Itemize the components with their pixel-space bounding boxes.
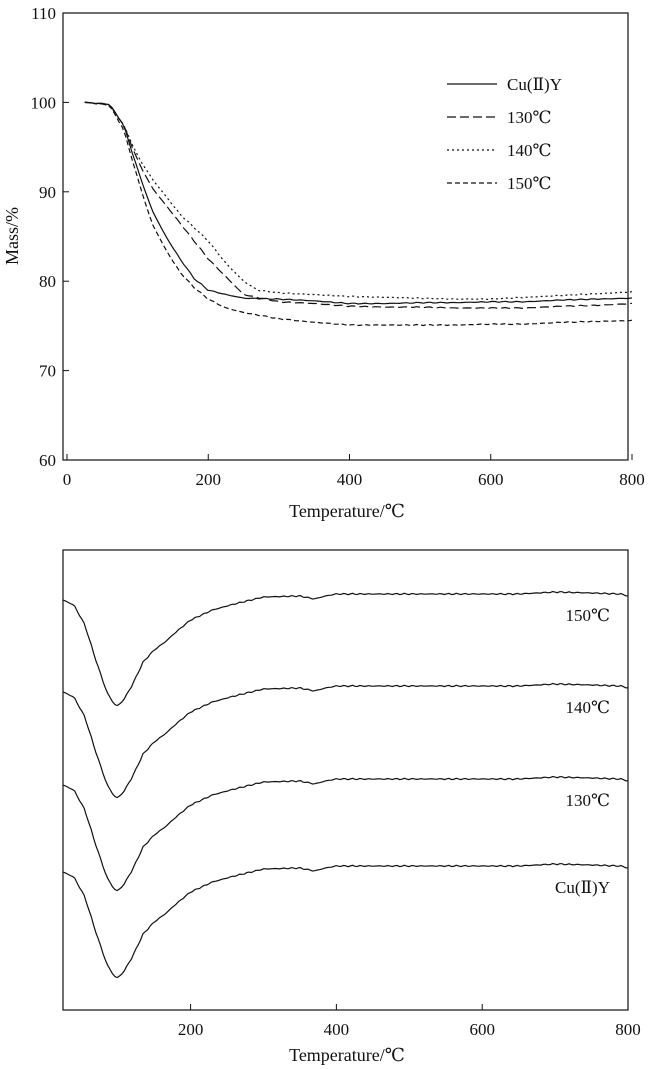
dtg-series-line (62, 775, 629, 892)
tga-series-line (84, 101, 633, 305)
tga-series-line (84, 101, 633, 301)
dtg-series-line (62, 590, 629, 707)
tga-legend-label: 150℃ (507, 174, 552, 193)
tga-x-tick-label: 0 (63, 470, 72, 489)
dtg-chart: 200 400 600 800 150℃ 140℃ 130℃ Cu(Ⅱ)Y Temperat… (62, 549, 641, 1065)
dtg-curve-label: 140℃ (565, 698, 610, 717)
tga-x-tick-label: 600 (478, 470, 504, 489)
tga-y-axis-label: Mass/% (2, 207, 22, 265)
tga-chart: 0 200 400 600 800 60 70 80 90 100 110 Cu(Ⅱ)Y 130℃ 14… (2, 4, 645, 521)
dtg-ticks: 200 400 600 800 (178, 1004, 641, 1039)
dtg-x-tick-label: 600 (469, 1020, 495, 1039)
tga-series-line (84, 101, 633, 310)
tga-lines (84, 101, 633, 327)
tga-y-tick-label: 100 (31, 93, 57, 112)
tga-legend: Cu(Ⅱ)Y 130℃ 140℃ 150℃ (447, 75, 562, 193)
tga-y-tick-label: 70 (39, 362, 56, 381)
tga-legend-label: 130℃ (507, 108, 552, 127)
dtg-x-tick-label: 200 (178, 1020, 204, 1039)
tga-y-tick-label: 90 (39, 183, 56, 202)
tga-plot-frame (62, 12, 629, 461)
dtg-series-line (62, 862, 629, 979)
tga-x-tick-label: 400 (337, 470, 363, 489)
tga-legend-label: 140℃ (507, 141, 552, 160)
tga-x-tick-label: 800 (619, 470, 645, 489)
dtg-series-line (62, 682, 629, 799)
tga-y-tick-label: 60 (39, 451, 56, 470)
dtg-x-tick-label: 800 (615, 1020, 641, 1039)
dtg-lines: 150℃ 140℃ 130℃ Cu(Ⅱ)Y (62, 590, 629, 979)
dtg-curve-label: 130℃ (565, 791, 610, 810)
tga-legend-label: Cu(Ⅱ)Y (507, 75, 562, 94)
tga-x-axis-label: Temperature/℃ (289, 501, 405, 521)
tga-ticks: 0 200 400 600 800 60 70 80 90 100 110 (31, 4, 645, 489)
dtg-curve-label: 150℃ (565, 606, 610, 625)
dtg-curve-label: Cu(Ⅱ)Y (555, 878, 610, 897)
tga-x-tick-label: 200 (196, 470, 222, 489)
dtg-x-tick-label: 400 (324, 1020, 350, 1039)
dtg-x-axis-label: Temperature/℃ (289, 1045, 405, 1065)
dtg-plot-frame (62, 549, 629, 1011)
tga-series-line (84, 101, 633, 327)
tga-y-tick-label: 80 (39, 272, 56, 291)
tga-y-tick-label: 110 (31, 4, 56, 23)
